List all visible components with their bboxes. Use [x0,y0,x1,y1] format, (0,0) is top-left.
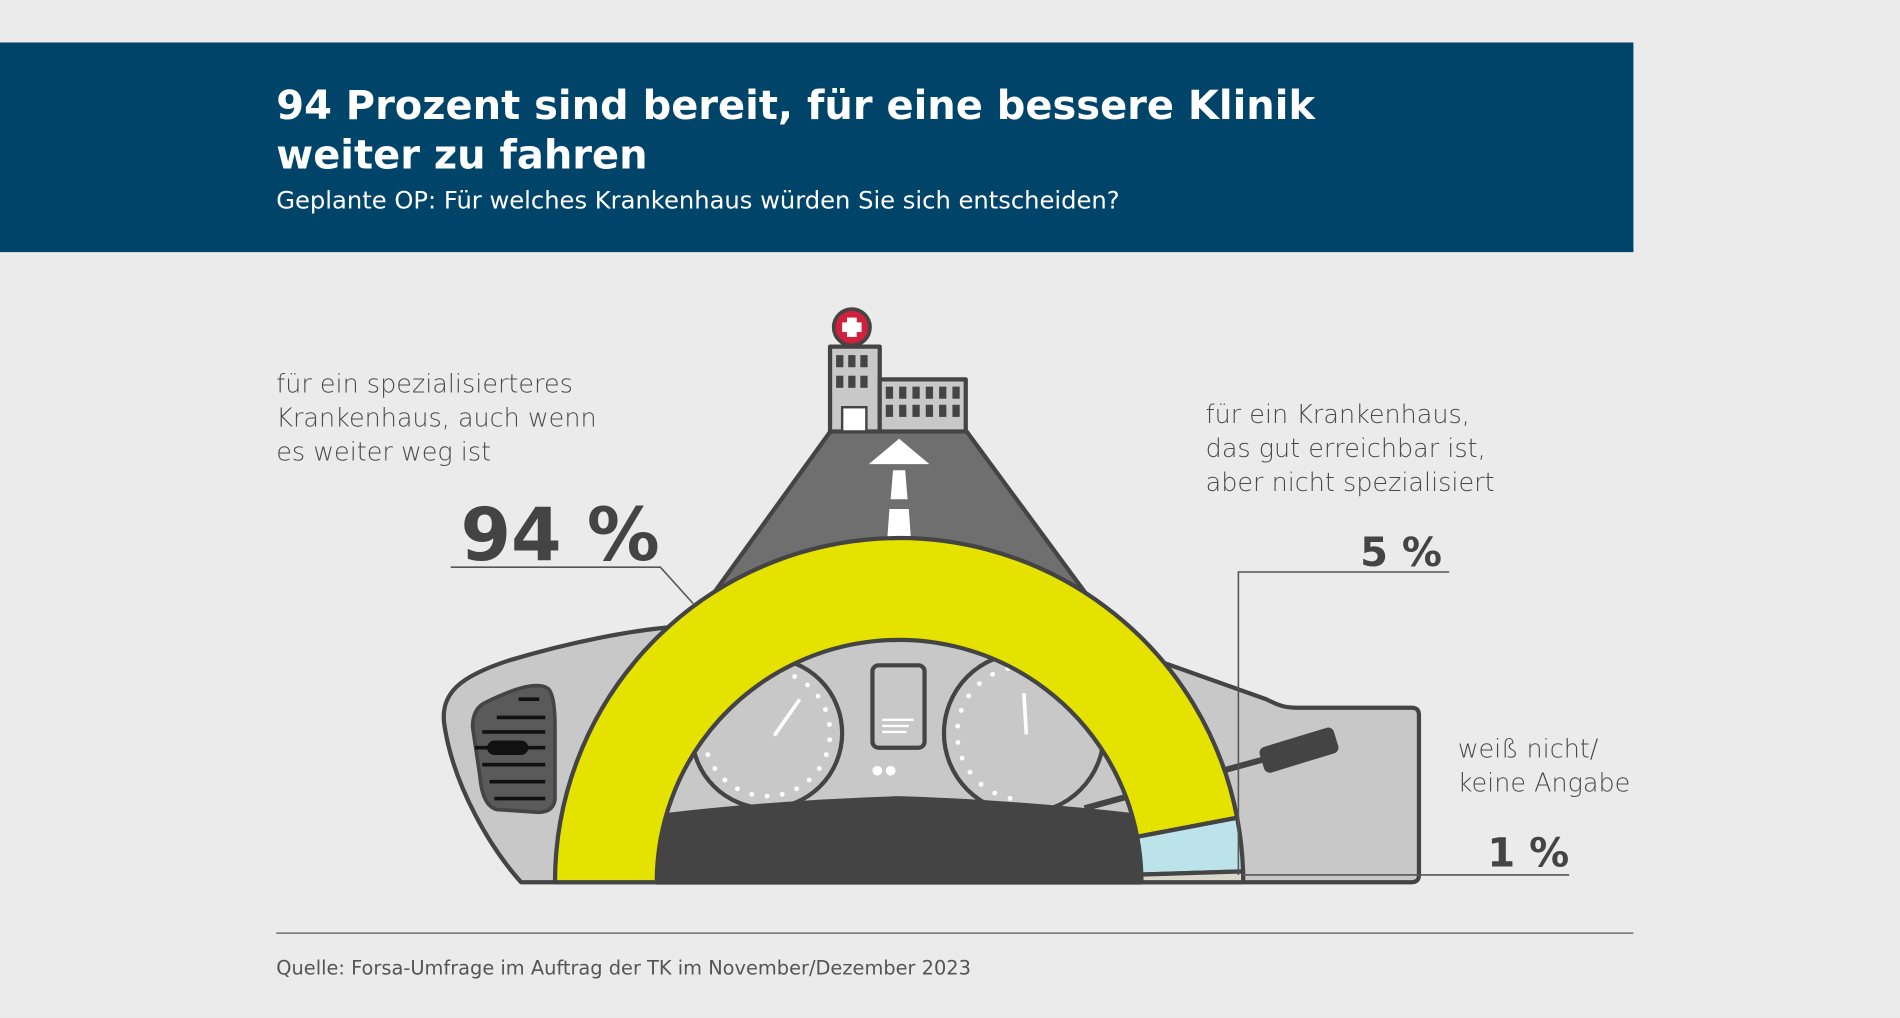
arrow-up-icon [868,438,930,465]
hospital-icon [827,307,968,434]
gauge-segment-specialized [552,535,1240,885]
air-vent-icon [470,683,557,815]
leader-line-94 [450,566,694,605]
road-marking [890,470,908,500]
label-line: Krankenhaus, auch wenn [276,403,596,433]
label-line: das gut erreichbar ist, [1206,433,1486,463]
label-line: für ein spezialisierteres [276,369,573,399]
label-line: für ein Krankenhaus, [1206,399,1470,429]
label-line: weiß nicht/ [1458,733,1599,763]
header-band [0,42,1634,253]
value-1: 1 % [1487,830,1569,876]
title-line-1: 94 Prozent sind bereit, für eine bessere… [276,83,1316,129]
gauge-chart [552,535,1246,885]
title-line-2: weiter zu fahren [276,133,647,179]
gauge-segment-no-answer [1139,869,1246,885]
label-line: keine Angabe [1458,767,1631,797]
label-line: aber nicht spezialisiert [1206,467,1495,497]
leader-line-5 [1237,571,1450,875]
steering-column [656,796,1142,885]
subtitle: Geplante OP: Für welches Krankenhaus wür… [276,186,1119,214]
road-marking [886,509,912,543]
value-94: 94 % [460,494,659,578]
value-5: 5 % [1360,530,1442,576]
label-specialized: für ein spezialisierteres Krankenhaus, a… [276,369,659,578]
source-note: Quelle: Forsa-Umfrage im Auftrag der TK … [276,956,971,979]
label-reachable: für ein Krankenhaus, das gut erreichbar … [1206,399,1495,576]
label-line: es weiter weg ist [276,437,491,467]
label-no-answer: weiß nicht/ keine Angabe 1 % [1458,733,1631,876]
